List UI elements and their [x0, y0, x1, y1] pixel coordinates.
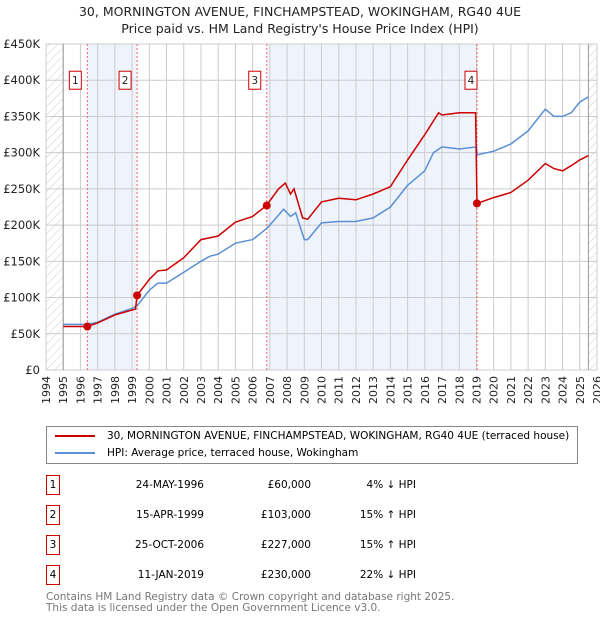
- sale-number-box: [118, 70, 132, 90]
- legend-blue-swatch: [55, 452, 95, 454]
- y-tick-label: £100K: [3, 291, 40, 305]
- x-tick-label: 2001: [161, 376, 174, 404]
- transaction-hpi-diff: 22% ↓ HPI: [359, 569, 416, 581]
- transaction-row: 1 24-MAY-1996 £60,000 4% ↓ HPI: [46, 475, 446, 495]
- transaction-row: 4 11-JAN-2019 £230,000 22% ↓ HPI: [46, 565, 446, 585]
- sale-number-label: 2: [122, 75, 129, 87]
- x-tick-label: 2014: [384, 376, 397, 404]
- chart-title: 30, MORNINGTON AVENUE, FINCHAMPSTEAD, WO…: [78, 4, 521, 19]
- x-tick-label: 2010: [316, 376, 329, 404]
- x-tick-label: 2000: [143, 376, 156, 404]
- x-tick-label: 2015: [402, 376, 415, 404]
- x-tick-label: 2021: [505, 376, 518, 404]
- x-tick-label: 2019: [470, 376, 483, 404]
- x-tick-label: 2008: [281, 376, 294, 404]
- hpi-series-line: [63, 96, 589, 326]
- legend: 30, MORNINGTON AVENUE, FINCHAMPSTEAD, WO…: [46, 426, 578, 464]
- transaction-row: 3 25-OCT-2006 £227,000 15% ↑ HPI: [46, 535, 446, 555]
- hatched-no-data: [46, 44, 64, 370]
- y-tick-label: £250K: [3, 182, 40, 196]
- transaction-price: £230,000: [260, 569, 311, 581]
- sale-number-label: 4: [468, 75, 475, 87]
- x-tick-label: 2024: [557, 376, 570, 404]
- chart-subtitle: Price paid vs. HM Land Registry's House …: [121, 21, 479, 36]
- x-tick-label: 2007: [264, 376, 277, 404]
- y-tick-label: £150K: [3, 254, 40, 268]
- sale-point: [262, 201, 271, 210]
- transaction-number: 3: [46, 535, 60, 555]
- shaded-period: [87, 44, 138, 370]
- y-tick-label: £350K: [3, 109, 40, 123]
- footer-copyright: Contains HM Land Registry data © Crown c…: [46, 591, 455, 603]
- x-tick-label: 2005: [229, 376, 242, 404]
- footer-licence: This data is licensed under the Open Gov…: [46, 602, 381, 614]
- sale-number-label: 3: [251, 75, 258, 87]
- price-chart: 1994 1995 1996 1997 1998 1999 2000 2001 2002 2003…: [3, 37, 600, 404]
- sale-point: [83, 322, 92, 331]
- x-tick-label: 2004: [212, 376, 225, 404]
- transaction-hpi-diff: 4% ↓ HPI: [366, 479, 416, 491]
- x-tick-label: 1994: [40, 376, 53, 404]
- y-tick-label: £400K: [3, 73, 40, 87]
- transaction-date: 24-MAY-1996: [135, 479, 204, 491]
- x-tick-label: 2025: [574, 376, 587, 404]
- x-tick-label: 2009: [298, 376, 311, 404]
- shaded-period: [266, 44, 477, 370]
- x-tick-label: 1999: [126, 376, 139, 404]
- footer: Contains HM Land Registry data © Crown c…: [46, 592, 454, 614]
- transaction-number: 4: [46, 565, 60, 585]
- property-series-line: [63, 111, 589, 328]
- x-tick-label: 2018: [453, 376, 466, 404]
- transaction-date: 15-APR-1999: [136, 509, 204, 521]
- x-tick-label: 2017: [436, 376, 449, 404]
- sale-number-box: [248, 70, 262, 90]
- transaction-number: 1: [46, 475, 60, 495]
- legend-red-swatch: [55, 435, 95, 437]
- x-tick-label: 2011: [333, 376, 346, 404]
- legend-hpi: HPI: Average price, terraced house, Woki…: [107, 447, 359, 459]
- sale-number-box: [464, 70, 478, 90]
- x-tick-label: 2026: [591, 376, 600, 404]
- x-tick-label: 1996: [74, 376, 87, 404]
- y-tick-label: £450K: [3, 37, 40, 51]
- x-tick-label: 2023: [539, 376, 552, 404]
- legend-property: 30, MORNINGTON AVENUE, FINCHAMPSTEAD, WO…: [107, 430, 570, 442]
- x-tick-label: 2012: [350, 376, 363, 404]
- x-tick-label: 2003: [195, 376, 208, 404]
- transaction-row: 2 15-APR-1999 £103,000 15% ↑ HPI: [46, 505, 446, 525]
- transaction-hpi-diff: 15% ↑ HPI: [359, 509, 416, 521]
- transaction-price: £227,000: [260, 539, 311, 551]
- x-tick-label: 1995: [57, 376, 70, 404]
- sale-point: [133, 291, 142, 300]
- hatched-no-data: [588, 44, 597, 370]
- x-tick-label: 2020: [488, 376, 501, 404]
- x-tick-label: 2013: [367, 376, 380, 404]
- x-tick-label: 2002: [178, 376, 191, 404]
- transaction-price: £60,000: [267, 479, 311, 491]
- sale-point: [472, 199, 481, 208]
- y-tick-label: £0: [25, 363, 40, 377]
- transaction-price: £103,000: [260, 509, 311, 521]
- x-tick-label: 2022: [522, 376, 535, 404]
- transaction-hpi-diff: 15% ↑ HPI: [359, 539, 416, 551]
- y-tick-label: £50K: [11, 327, 41, 341]
- y-tick-label: £300K: [3, 146, 40, 160]
- sale-number-box: [68, 70, 82, 90]
- x-tick-label: 2006: [247, 376, 260, 404]
- transaction-date: 25-OCT-2006: [135, 539, 204, 551]
- transaction-number: 2: [46, 505, 60, 525]
- x-tick-label: 2016: [419, 376, 432, 404]
- transaction-date: 11-JAN-2019: [137, 569, 204, 581]
- x-tick-label: 1997: [92, 376, 105, 404]
- y-tick-label: £200K: [3, 218, 40, 232]
- sale-number-label: 1: [72, 75, 79, 87]
- x-tick-label: 1998: [109, 376, 122, 404]
